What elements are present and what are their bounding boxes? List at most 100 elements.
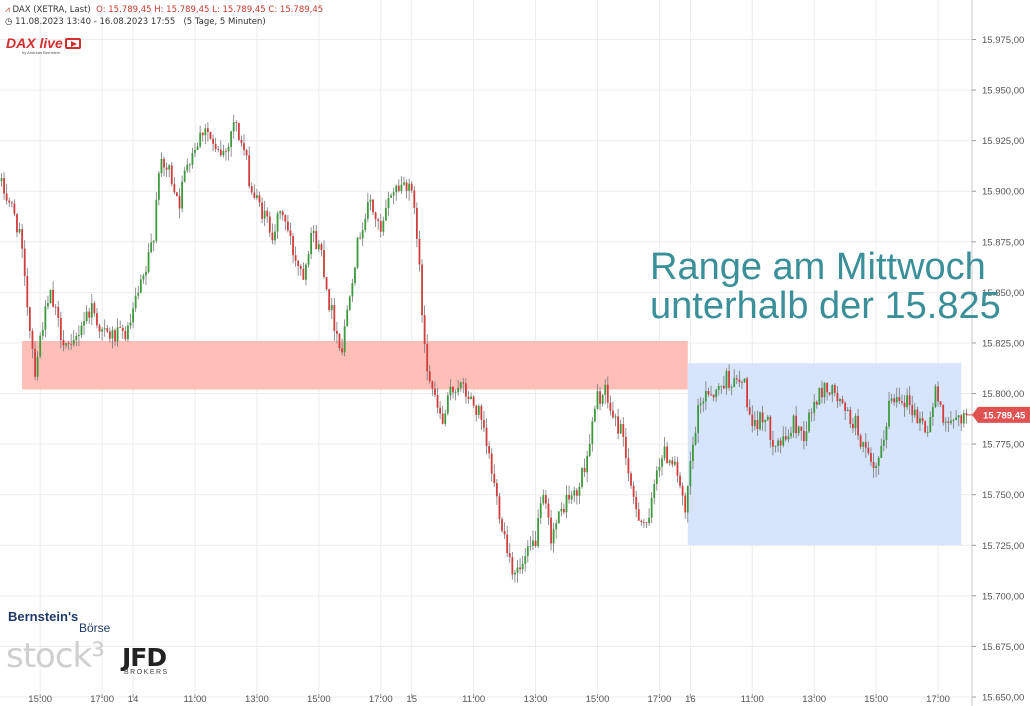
candle	[645, 521, 648, 528]
candle	[539, 496, 542, 524]
candle	[426, 334, 429, 381]
candle	[498, 492, 501, 524]
candle	[240, 135, 243, 147]
candle	[937, 381, 939, 407]
candle	[13, 199, 16, 217]
candle	[924, 420, 927, 434]
x-tick-label: 17:00	[369, 694, 393, 705]
candle	[237, 122, 240, 141]
candle	[784, 426, 787, 442]
candle	[557, 511, 560, 524]
candle	[194, 142, 196, 158]
candle	[772, 430, 774, 456]
candle	[465, 378, 467, 404]
x-tick-label: 17:00	[90, 694, 114, 705]
candle	[225, 148, 227, 161]
candle	[870, 447, 872, 467]
y-tick-label: 15.825,00	[982, 338, 1024, 349]
candle	[552, 522, 555, 553]
x-tick-label: 13:00	[245, 694, 269, 705]
candle	[315, 225, 318, 250]
candle	[699, 397, 702, 414]
candle	[41, 321, 44, 341]
y-tick-label: 15.650,00	[982, 693, 1024, 704]
y-tick-label: 15.725,00	[982, 541, 1024, 552]
candle	[470, 392, 472, 400]
candle	[942, 404, 945, 426]
candle	[261, 197, 263, 224]
candle	[181, 175, 183, 213]
candle	[423, 305, 426, 353]
candle	[815, 400, 818, 409]
candle	[209, 131, 212, 140]
candle	[568, 485, 570, 504]
candle	[774, 445, 777, 453]
candle	[501, 517, 503, 533]
y-tick-label: 15.850,00	[982, 288, 1024, 299]
candle	[176, 191, 178, 197]
candle	[114, 328, 116, 346]
candle	[8, 197, 11, 208]
candle	[155, 191, 158, 244]
last-price-tag: 15.789,45	[966, 406, 1030, 423]
candle	[44, 300, 47, 338]
candle	[529, 536, 532, 551]
x-tick-label: 17:00	[648, 694, 672, 705]
candle	[328, 288, 331, 313]
candle	[472, 395, 475, 409]
candle	[93, 300, 96, 317]
candle	[893, 394, 896, 406]
candle	[723, 375, 725, 390]
candle	[632, 481, 635, 505]
candle	[330, 297, 333, 319]
candle	[188, 162, 191, 173]
candle	[408, 178, 411, 201]
x-tick-label: 13:00	[524, 694, 548, 705]
candle	[397, 179, 400, 193]
x-tick-label: 11:00	[183, 694, 206, 705]
ohlc-values: O: 15.789,45 H: 15.789,45 L: 15.789,45 C…	[96, 5, 324, 15]
candle	[294, 246, 297, 267]
candle	[276, 211, 279, 239]
candle	[782, 426, 785, 448]
candle	[859, 433, 862, 450]
candle	[617, 408, 620, 440]
candle	[681, 482, 684, 506]
candle	[854, 413, 857, 436]
candle	[274, 224, 276, 245]
y-tick-label: 15.800,00	[982, 389, 1024, 400]
candle	[253, 184, 256, 200]
candle	[212, 134, 214, 152]
candle	[836, 385, 839, 408]
candle	[230, 130, 233, 157]
candle	[614, 413, 617, 427]
x-axis: 15:00 17:00 14 11:00 13:00 15:00 17:00 15 11:00 1…	[28, 694, 950, 705]
candle	[511, 552, 514, 580]
candle	[227, 143, 230, 161]
candle	[575, 488, 578, 505]
y-axis: 15.650,00 15.675,00 15.700,00 15.725,00 15.7…	[971, 0, 1030, 706]
candle	[459, 381, 462, 392]
candle	[222, 144, 225, 158]
play-icon	[64, 38, 81, 49]
x-tick-label: 14	[128, 694, 139, 705]
candle	[635, 490, 638, 518]
candle	[609, 395, 612, 416]
candle	[746, 376, 749, 411]
candle	[5, 183, 8, 205]
candle	[134, 287, 137, 313]
candle	[795, 406, 798, 439]
candle	[730, 384, 733, 396]
candle	[403, 176, 405, 186]
candle	[931, 402, 934, 426]
candle	[405, 179, 408, 199]
candle	[792, 414, 795, 438]
candle	[888, 391, 890, 430]
candle	[596, 383, 599, 410]
candle	[390, 193, 392, 198]
candle	[387, 191, 390, 216]
candle	[10, 201, 13, 208]
x-tick-label: 15:00	[864, 694, 888, 705]
candle	[263, 200, 266, 227]
candle	[911, 395, 914, 423]
